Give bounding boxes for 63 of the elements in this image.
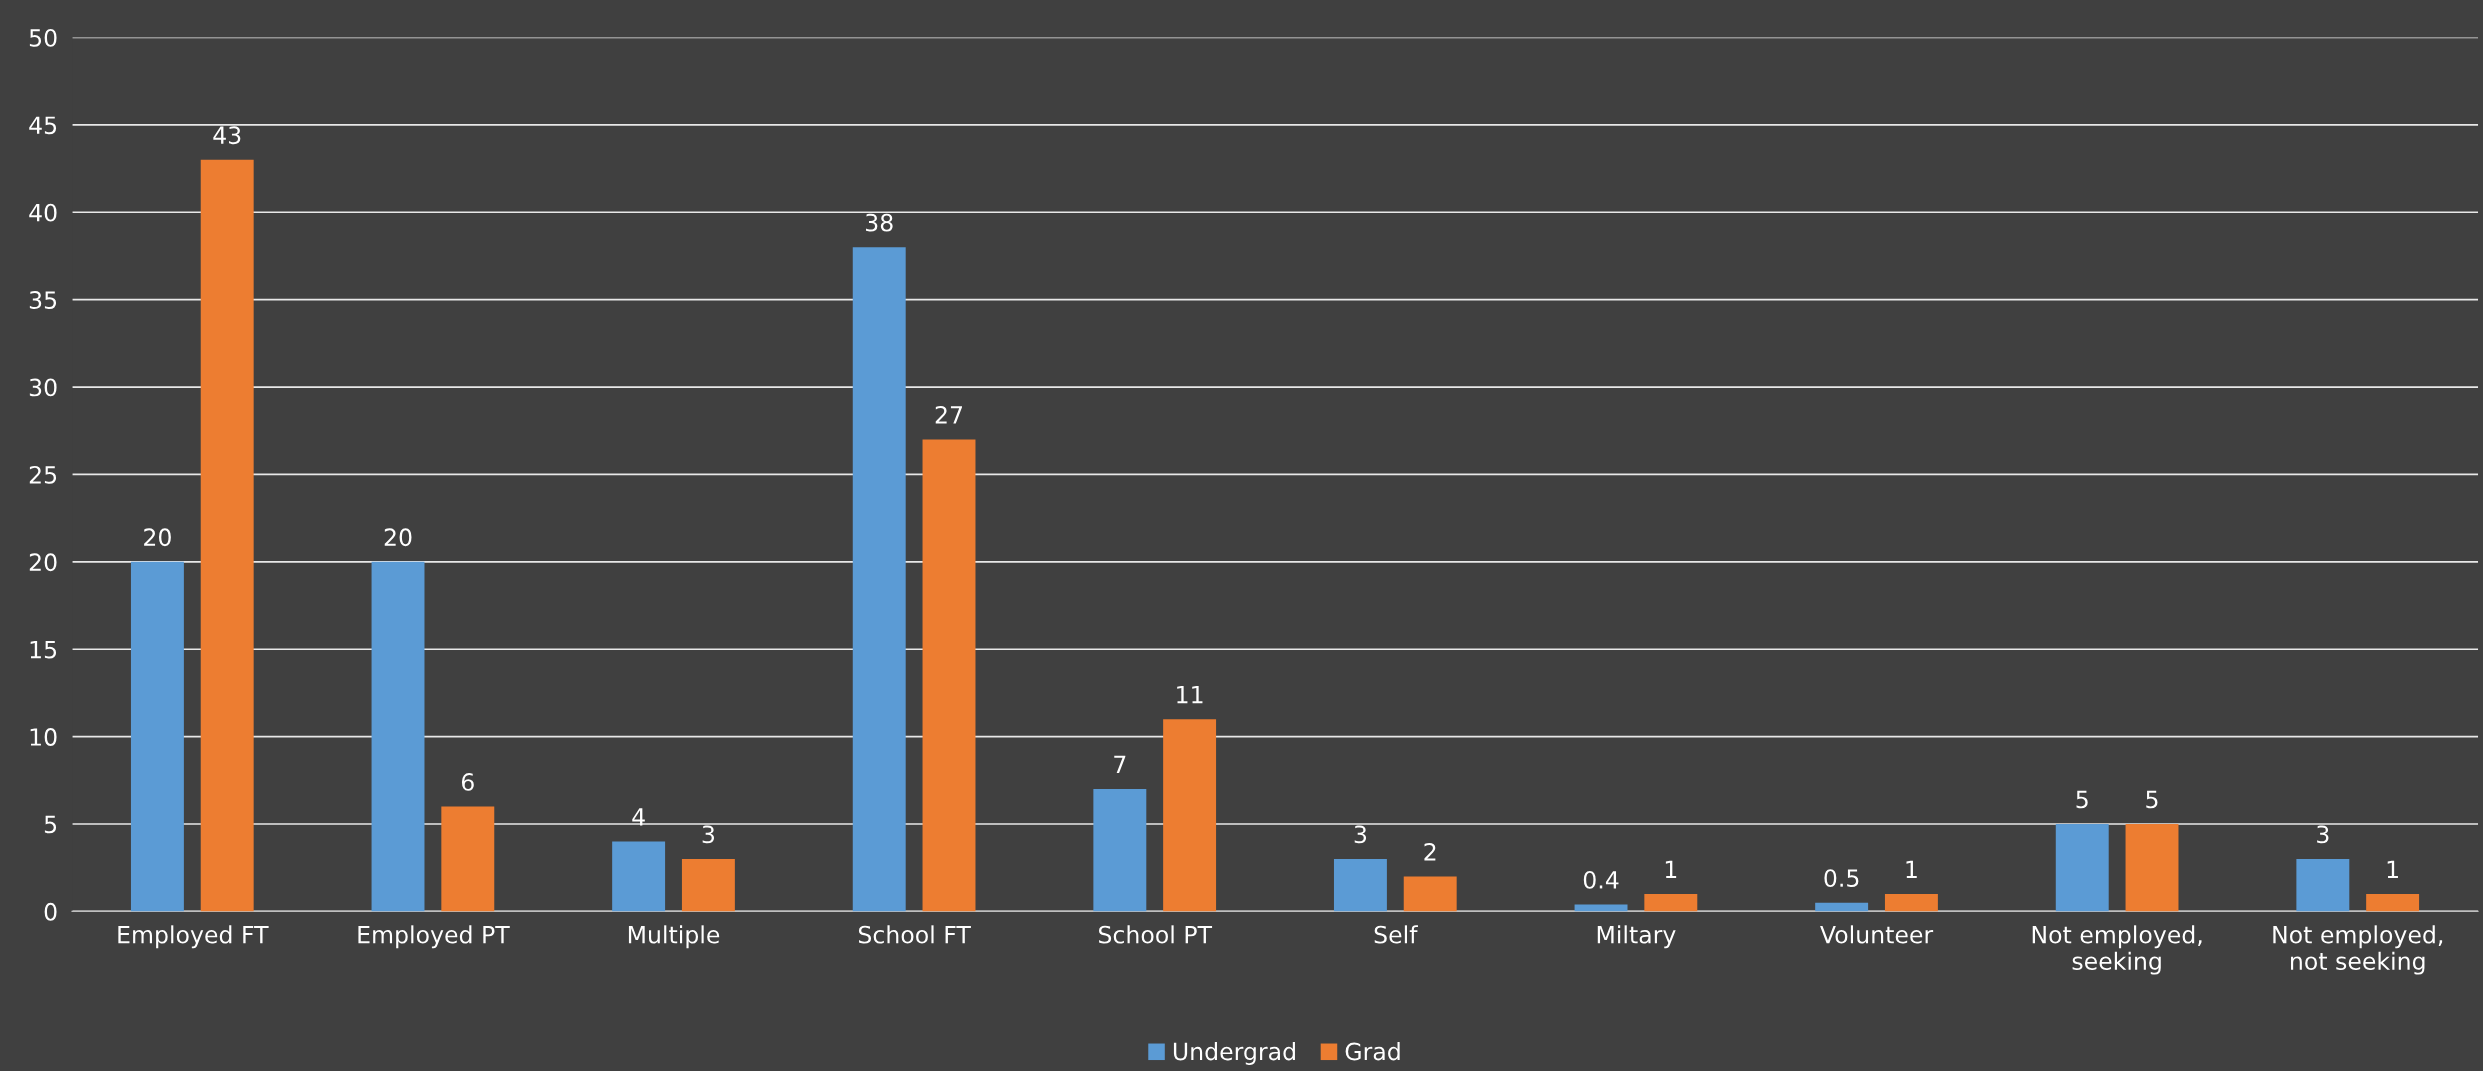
bar bbox=[200, 159, 254, 912]
data-label: 20 bbox=[144, 528, 171, 547]
y-tick-label: 35 bbox=[29, 291, 57, 309]
legend-label: Undergrad bbox=[1173, 1042, 1295, 1065]
data-label: 4 bbox=[632, 808, 645, 826]
data-label: 1 bbox=[2387, 860, 2398, 878]
data-label: 1 bbox=[1665, 860, 1677, 878]
data-label: 2 bbox=[1424, 842, 1436, 861]
data-label: 3 bbox=[1354, 825, 1367, 844]
y-tick-label: 50 bbox=[29, 28, 57, 47]
data-label: 6 bbox=[461, 773, 474, 791]
bar bbox=[2125, 824, 2179, 912]
bar bbox=[922, 439, 976, 912]
y-tick-label: 45 bbox=[29, 116, 57, 135]
bar bbox=[1644, 893, 1698, 912]
bar bbox=[1093, 789, 1147, 912]
bar bbox=[371, 561, 425, 912]
bar bbox=[612, 841, 666, 912]
bar bbox=[2366, 893, 2420, 912]
x-tick-label: Employed PT bbox=[358, 925, 510, 949]
x-tick-label: School FT bbox=[858, 925, 971, 944]
y-tick-label: 40 bbox=[29, 203, 57, 222]
bar bbox=[1574, 904, 1628, 912]
data-label: 11 bbox=[1177, 685, 1203, 704]
bar bbox=[130, 561, 184, 912]
y-tick-label: 25 bbox=[29, 465, 57, 484]
bar bbox=[852, 247, 906, 912]
data-label: 38 bbox=[866, 213, 893, 232]
x-tick-label: School PT bbox=[1099, 925, 1213, 944]
bar bbox=[1333, 858, 1387, 912]
data-label: 1 bbox=[1906, 860, 1917, 878]
data-label: 3 bbox=[702, 825, 715, 844]
x-tick-label: Volunteer bbox=[1820, 925, 1934, 944]
x-tick-label: Self bbox=[1374, 925, 1418, 944]
data-label: 20 bbox=[384, 528, 412, 547]
data-label: 7 bbox=[1114, 755, 1126, 774]
x-tick-label: Multiple bbox=[628, 925, 720, 949]
bar bbox=[2296, 858, 2350, 912]
data-label: 5 bbox=[2146, 790, 2158, 809]
bar bbox=[1403, 876, 1457, 912]
x-tick-label: Not employed, seeking bbox=[2032, 925, 2202, 975]
y-tick-label: 30 bbox=[29, 378, 57, 397]
bar bbox=[1163, 719, 1217, 912]
x-tick-label: Not employed, not seeking bbox=[2273, 925, 2443, 975]
data-label: 27 bbox=[935, 405, 963, 424]
y-tick-label: 5 bbox=[44, 815, 57, 834]
x-tick-label: Employed FT bbox=[118, 925, 269, 949]
bar bbox=[441, 806, 495, 912]
y-tick-label: 15 bbox=[30, 641, 57, 659]
data-label: 0.4 bbox=[1583, 870, 1619, 889]
data-label: 3 bbox=[2317, 825, 2329, 844]
bar bbox=[2055, 824, 2109, 912]
data-label: 43 bbox=[213, 126, 241, 145]
bar bbox=[1884, 893, 1938, 912]
x-tick-label: Miltary bbox=[1597, 925, 1676, 949]
bar bbox=[1815, 902, 1869, 912]
data-label: 5 bbox=[2076, 790, 2088, 809]
data-label: 0.5 bbox=[1824, 869, 1859, 887]
y-tick-label: 20 bbox=[29, 553, 57, 572]
y-tick-label: 0 bbox=[44, 902, 57, 921]
bar bbox=[681, 858, 735, 912]
y-tick-label: 10 bbox=[30, 728, 57, 746]
legend-label: Grad bbox=[1345, 1042, 1400, 1061]
